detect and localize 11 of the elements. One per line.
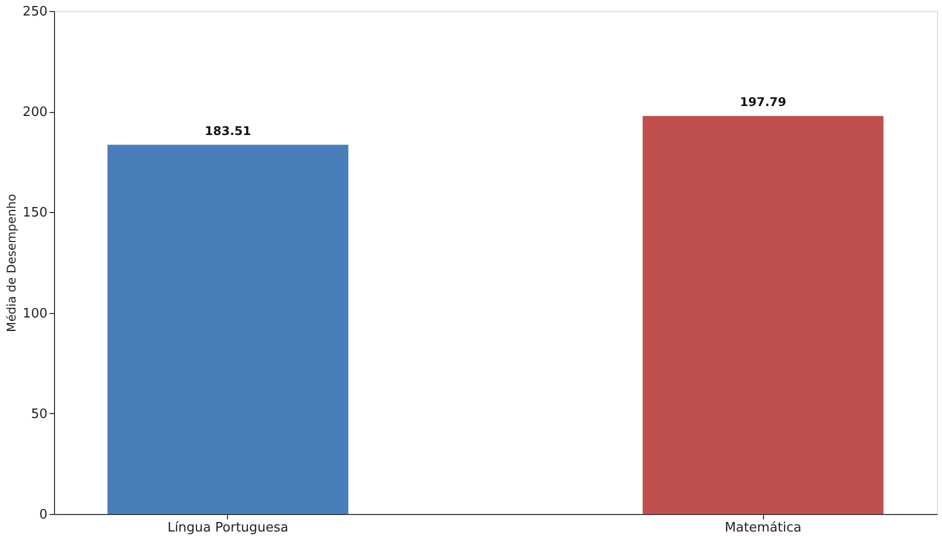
x-tick-label: Língua Portuguesa — [167, 520, 288, 536]
data-label: 197.79 — [740, 95, 786, 110]
y-tick-label: 100 — [22, 306, 48, 322]
data-label: 183.51 — [204, 124, 252, 138]
y-tick-label: 150 — [22, 206, 48, 221]
y-tick-label: 50 — [30, 406, 48, 422]
y-tick-label: 250 — [22, 4, 48, 20]
x-tick-label: Matemática — [724, 520, 802, 536]
y-tick-label: 200 — [22, 105, 48, 120]
y-tick-label: 0 — [39, 508, 48, 522]
y-axis-title: Média de Desempenho — [4, 194, 19, 332]
